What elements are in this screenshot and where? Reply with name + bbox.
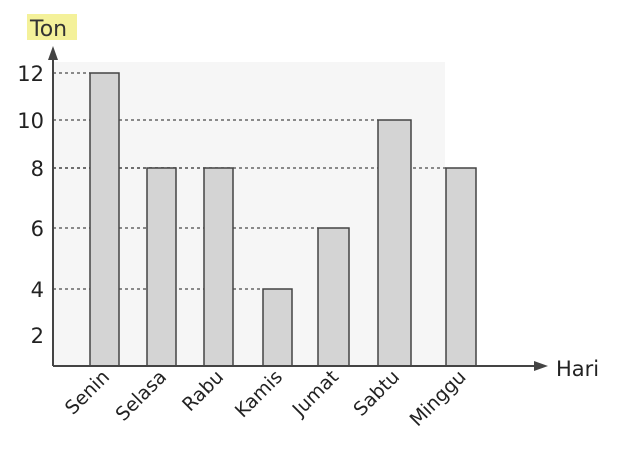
bar-selasa: [146, 167, 177, 367]
y-axis-arrow-icon: [48, 46, 58, 60]
bar-sabtu: [377, 119, 412, 367]
y-tick-label: 4: [31, 278, 44, 302]
y-tick-label: 2: [31, 324, 44, 348]
bar-senin: [89, 72, 120, 367]
bar-minggu: [445, 167, 477, 367]
x-axis-label: Hari: [556, 357, 599, 381]
bar-rabu: [203, 167, 234, 367]
ylabel-highlight: [27, 14, 77, 40]
y-tick-label: 8: [31, 157, 44, 181]
bar-kamis: [262, 288, 293, 367]
x-axis-arrow-icon: [534, 361, 548, 371]
y-tick-label: 6: [31, 217, 44, 241]
bar-jumat: [317, 227, 350, 367]
y-tick-label: 10: [17, 109, 44, 133]
y-tick-label: 12: [17, 62, 44, 86]
y-axis-label: Ton: [29, 17, 67, 42]
